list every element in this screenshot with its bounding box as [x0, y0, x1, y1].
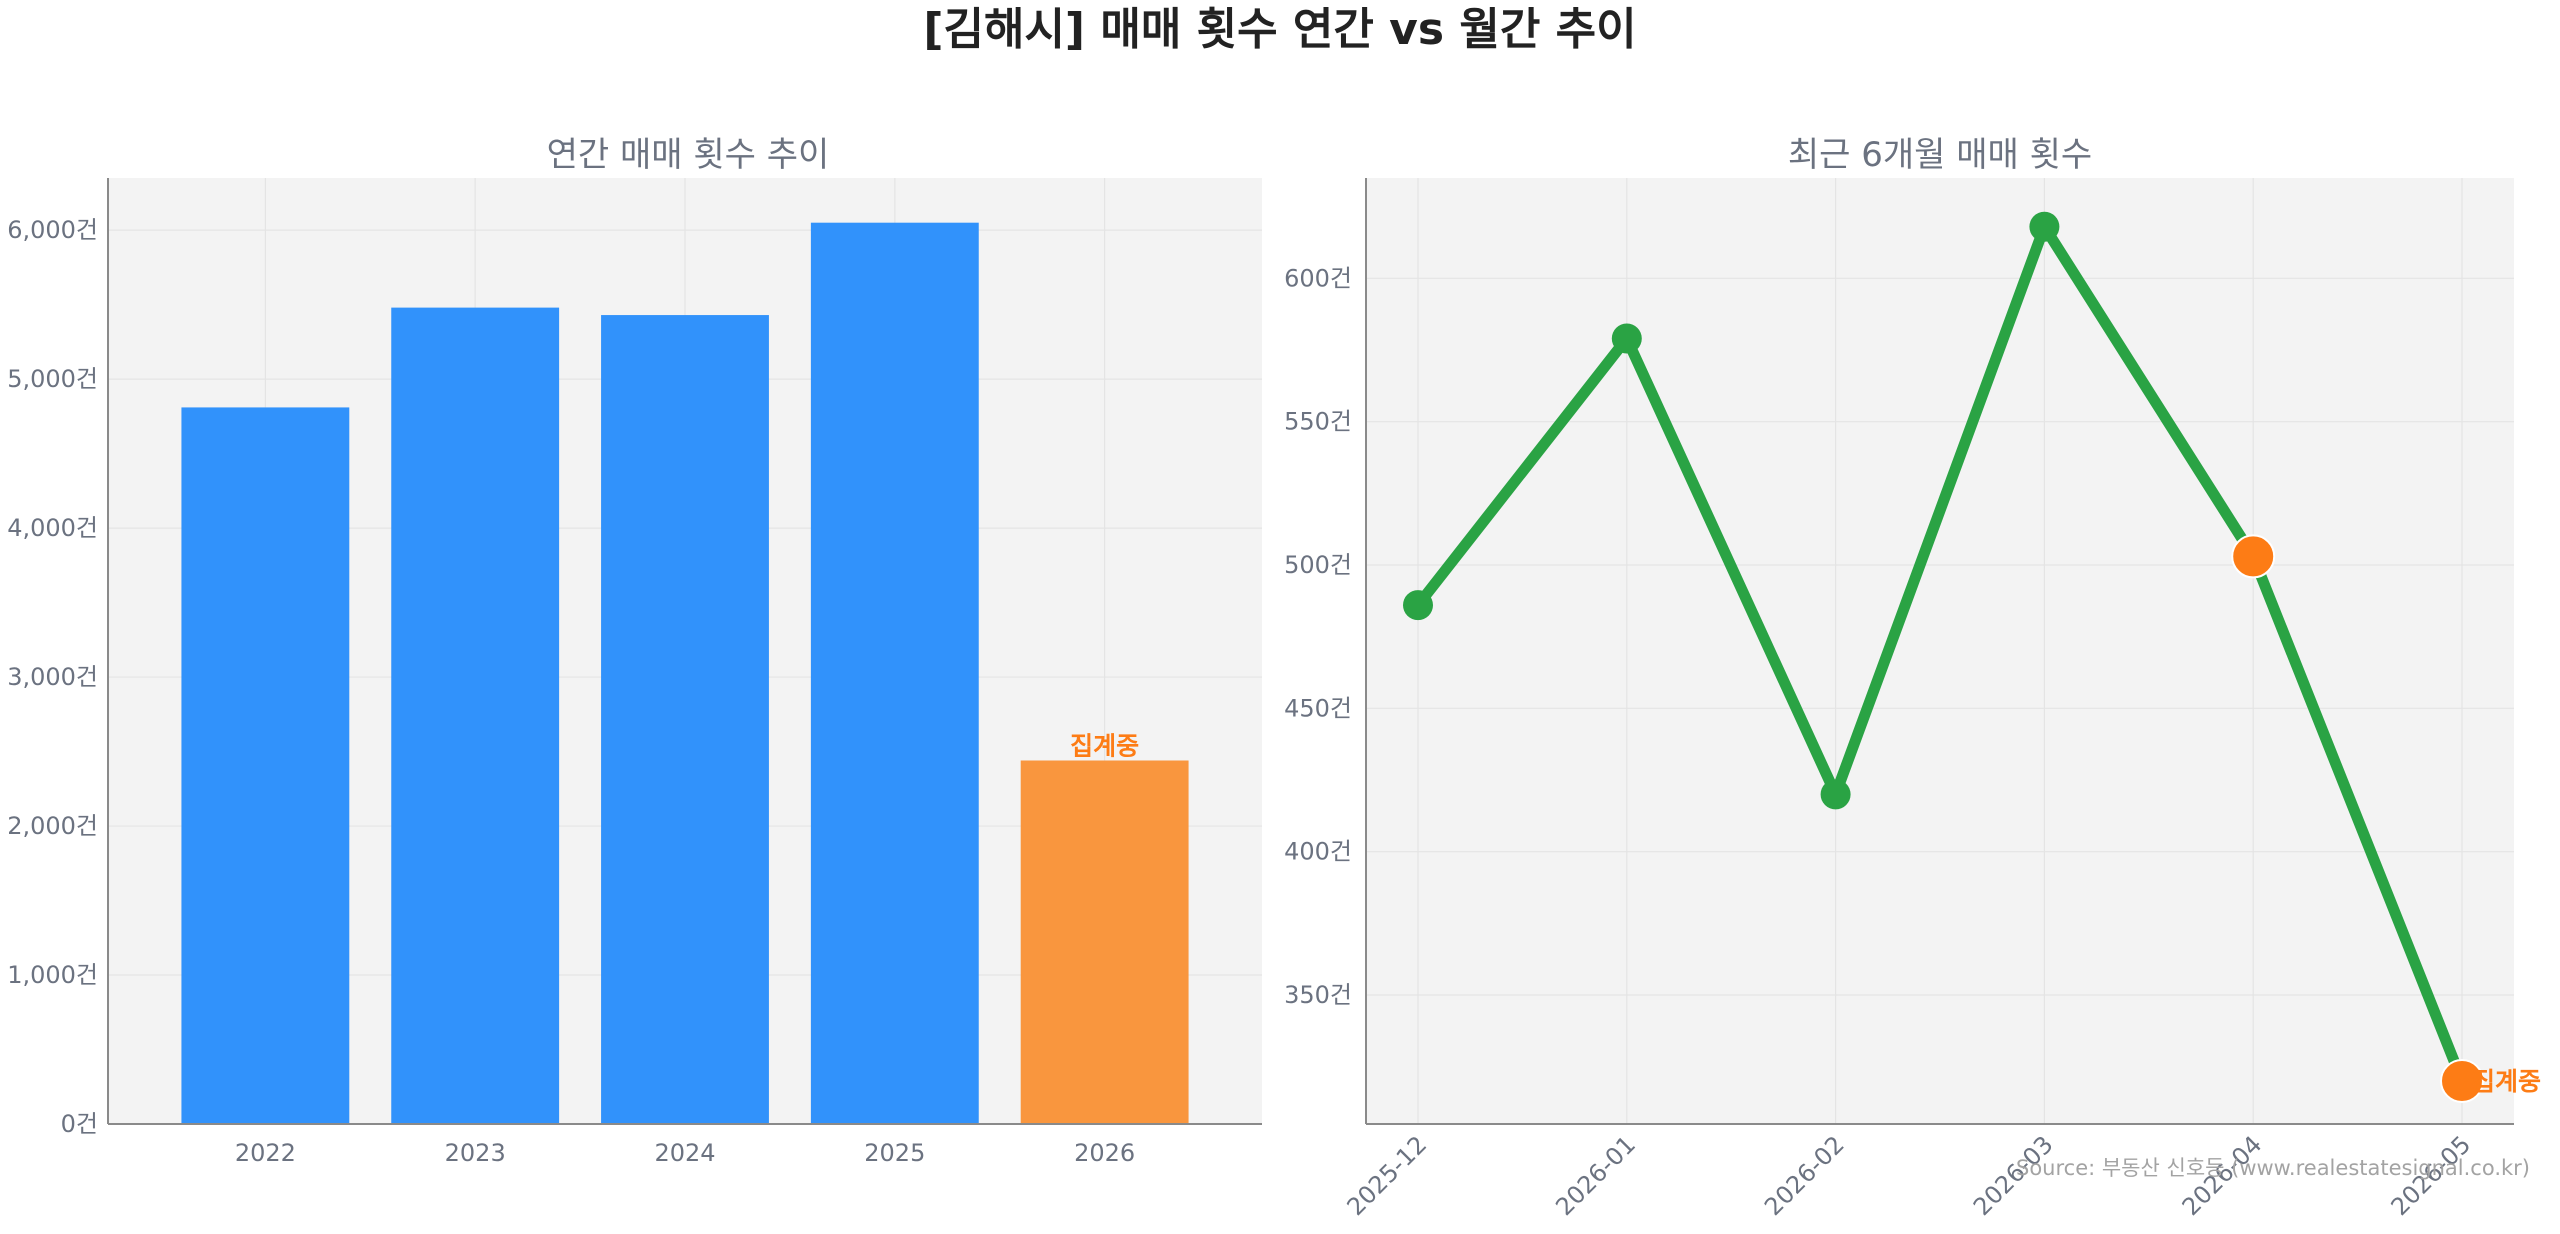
y-tick-label: 450건: [1284, 694, 1352, 722]
x-tick-label: 2024: [654, 1139, 715, 1167]
x-tick-label: 2025: [864, 1139, 925, 1167]
partial-annotation: 집계중: [1070, 731, 1139, 760]
annual-bar-chart: 연간 매매 횟수 추이 0건 1,000건 2,000건 3,000건 4,000건 5,…: [7, 135, 1262, 1167]
data-point: [1820, 779, 1851, 810]
y-tick-label: 2,000건: [7, 812, 98, 840]
data-point: [1611, 323, 1642, 354]
data-point: [2029, 211, 2060, 242]
x-tick-label: 2025-12: [1342, 1130, 1433, 1221]
y-tick-label: 500건: [1284, 551, 1352, 579]
y-tick-label: 6,000건: [7, 216, 98, 244]
figure-title: [김해시] 매매 횟수 연간 vs 월간 추이: [923, 4, 1636, 55]
x-tick-label: 2022: [235, 1139, 296, 1167]
monthly-line-chart: 최근 6개월 매매 횟수 350건 400건 450건 500건 550건 600건 202…: [1284, 135, 2541, 1221]
y-tick-label: 3,000건: [7, 663, 98, 691]
x-tick-label: 2026-02: [1759, 1130, 1850, 1221]
bar-partial: [1020, 760, 1189, 1124]
y-tick-label: 400건: [1284, 838, 1352, 866]
x-tick-label: 2026: [1074, 1139, 1135, 1167]
y-tick-label: 600건: [1284, 264, 1352, 292]
annual-chart-title: 연간 매매 횟수 추이: [547, 135, 830, 175]
y-tick-label: 5,000건: [7, 365, 98, 393]
data-point: [1403, 590, 1433, 621]
x-tick-label: 2026-01: [1550, 1130, 1641, 1221]
bar: [391, 307, 560, 1124]
monthly-chart-title: 최근 6개월 매매 횟수: [1788, 135, 2092, 175]
y-tick-label: 550건: [1284, 408, 1352, 436]
bar: [810, 222, 979, 1124]
y-tick-label: 0건: [61, 1110, 98, 1138]
bar: [601, 315, 769, 1125]
data-point-partial: [2231, 534, 2276, 579]
plot-area: [1366, 178, 2514, 1124]
series-line: [1412, 221, 2468, 1087]
x-tick-label: 2023: [445, 1139, 506, 1167]
data-point-partial: [2440, 1059, 2484, 1103]
y-tick-label: 1,000건: [7, 961, 98, 989]
partial-annotation: 집계중: [2472, 1067, 2541, 1096]
bar: [181, 407, 350, 1125]
source-caption: Source: 부동산 신호등 (www.realestatesignal.co…: [2016, 1156, 2530, 1180]
y-tick-label: 4,000건: [7, 514, 98, 542]
y-tick-label: 350건: [1284, 981, 1352, 1009]
